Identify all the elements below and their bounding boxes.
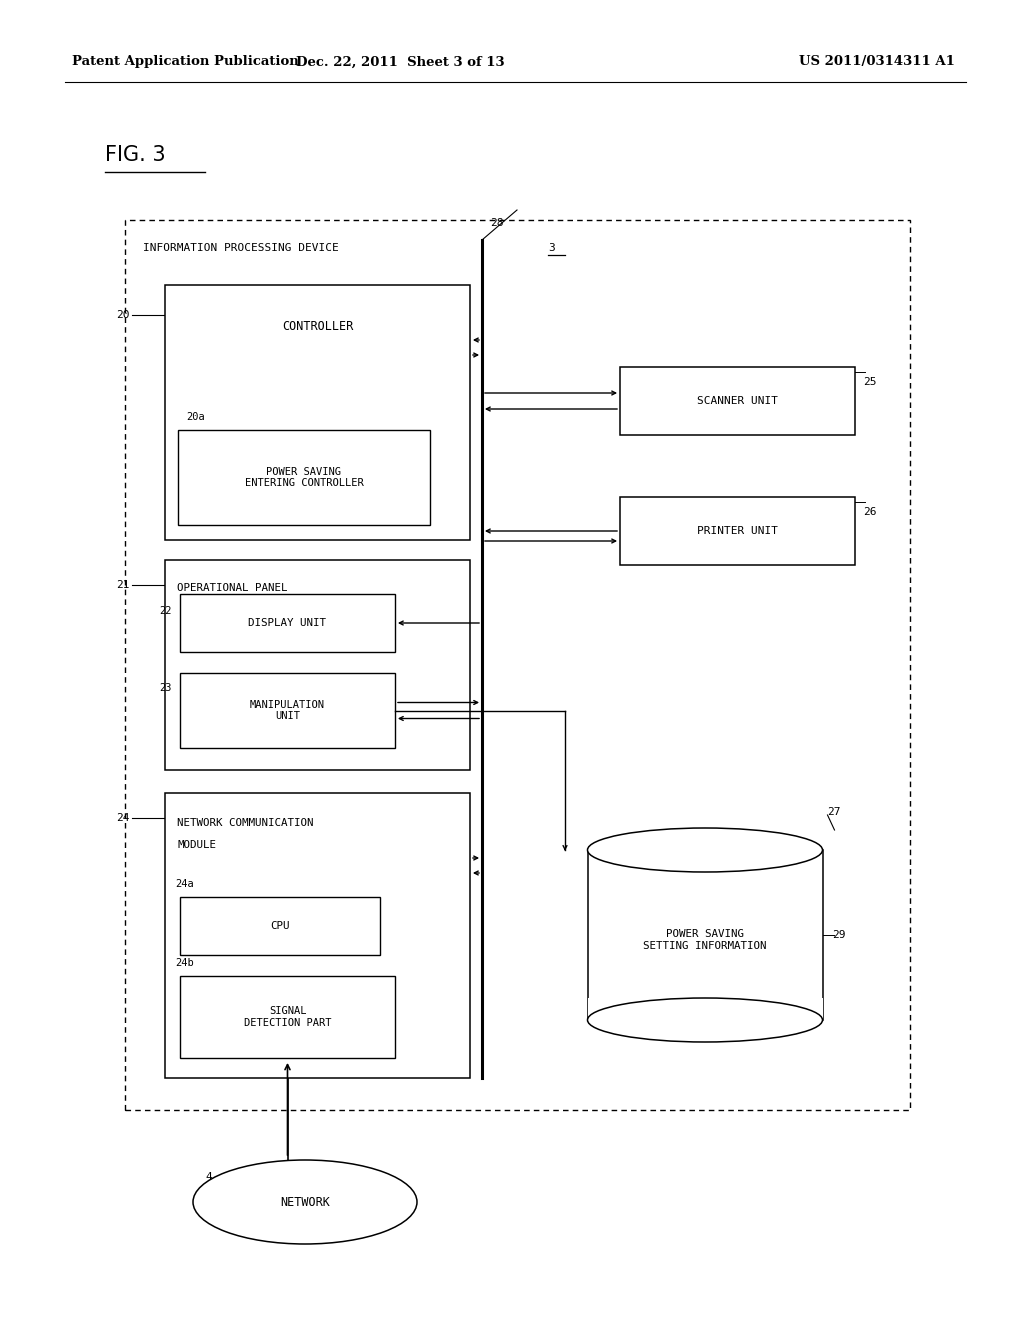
Ellipse shape (588, 828, 822, 873)
Text: MANIPULATION
UNIT: MANIPULATION UNIT (250, 700, 325, 721)
Text: NETWORK: NETWORK (280, 1196, 330, 1209)
Text: PRINTER UNIT: PRINTER UNIT (697, 525, 778, 536)
Bar (165, 285, 470, 540)
Bar (180, 673, 395, 748)
Bar (180, 594, 395, 652)
Bar (620, 498, 855, 565)
Text: 3: 3 (548, 243, 555, 253)
Text: OPERATIONAL PANEL: OPERATIONAL PANEL (177, 583, 288, 593)
Text: CPU: CPU (270, 921, 290, 931)
Text: Patent Application Publication: Patent Application Publication (72, 55, 299, 69)
Text: POWER SAVING
ENTERING CONTROLLER: POWER SAVING ENTERING CONTROLLER (245, 467, 364, 488)
Text: SCANNER UNIT: SCANNER UNIT (697, 396, 778, 407)
Text: 4: 4 (205, 1172, 212, 1181)
Text: 23: 23 (160, 682, 172, 693)
Bar (125, 220, 910, 1110)
Text: US 2011/0314311 A1: US 2011/0314311 A1 (799, 55, 955, 69)
Text: Dec. 22, 2011  Sheet 3 of 13: Dec. 22, 2011 Sheet 3 of 13 (296, 55, 504, 69)
Text: 20a: 20a (186, 412, 205, 422)
Text: 29: 29 (833, 931, 846, 940)
Text: 28: 28 (490, 218, 504, 228)
Bar (180, 975, 395, 1059)
Bar (165, 793, 470, 1078)
Bar (588, 850, 822, 1020)
Text: 24a: 24a (175, 879, 194, 888)
Text: CONTROLLER: CONTROLLER (282, 321, 353, 334)
Text: FIG. 3: FIG. 3 (105, 145, 166, 165)
Text: SIGNAL
DETECTION PART: SIGNAL DETECTION PART (244, 1006, 331, 1028)
Text: 24b: 24b (175, 958, 194, 968)
Text: DISPLAY UNIT: DISPLAY UNIT (249, 618, 327, 628)
Text: MODULE: MODULE (177, 840, 216, 850)
Text: 21: 21 (117, 579, 130, 590)
Bar (180, 898, 380, 954)
Bar (165, 560, 470, 770)
Text: 26: 26 (863, 507, 877, 517)
Bar (588, 998, 822, 1020)
Text: 25: 25 (863, 378, 877, 387)
Bar (178, 430, 430, 525)
Bar (620, 367, 855, 436)
Text: 27: 27 (827, 807, 841, 817)
Text: POWER SAVING
SETTING INFORMATION: POWER SAVING SETTING INFORMATION (643, 929, 767, 950)
Text: INFORMATION PROCESSING DEVICE: INFORMATION PROCESSING DEVICE (143, 243, 339, 253)
Text: 22: 22 (160, 606, 172, 616)
Text: 20: 20 (117, 310, 130, 319)
Ellipse shape (193, 1160, 417, 1243)
Text: 24: 24 (117, 813, 130, 822)
Text: NETWORK COMMUNICATION: NETWORK COMMUNICATION (177, 818, 313, 828)
Ellipse shape (588, 998, 822, 1041)
